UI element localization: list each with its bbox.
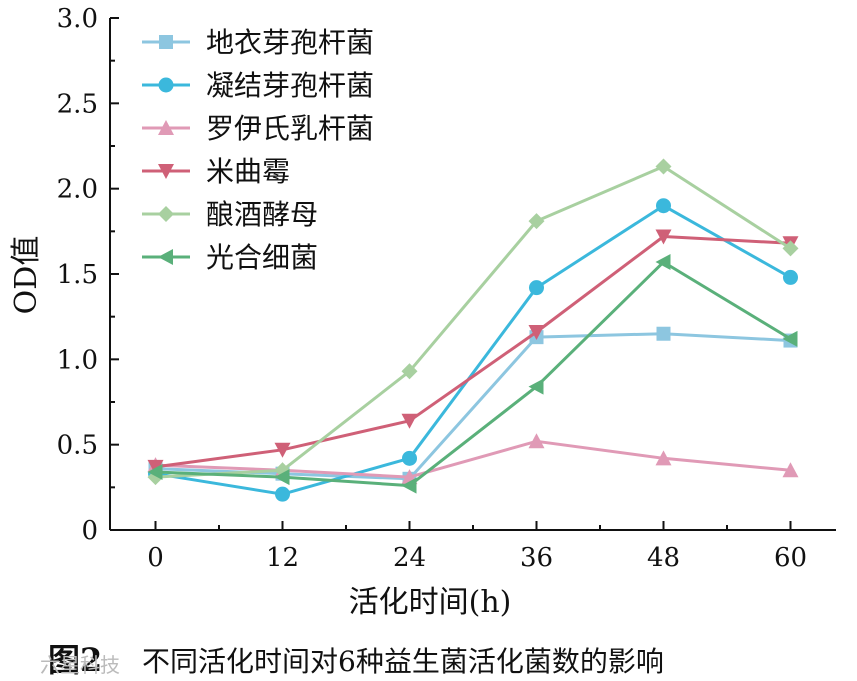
data-point xyxy=(401,363,418,380)
data-point xyxy=(275,486,291,502)
data-point xyxy=(655,254,671,271)
legend-label: 米曲霉 xyxy=(206,155,290,188)
y-axis-title: OD值 xyxy=(9,236,44,315)
data-point xyxy=(656,326,671,341)
series-line xyxy=(155,260,792,488)
data-point xyxy=(401,413,418,429)
plot-area xyxy=(147,158,799,502)
legend-item: 米曲霉 xyxy=(142,155,290,188)
series-line xyxy=(155,204,792,496)
x-tick-label: 60 xyxy=(774,543,807,573)
series-4 xyxy=(147,229,799,475)
data-point xyxy=(528,433,545,449)
data-point xyxy=(655,198,671,214)
data-point xyxy=(782,269,798,285)
data-point xyxy=(528,378,544,395)
y-tick-label: 1.5 xyxy=(57,260,98,290)
x-tick-label: 48 xyxy=(647,543,680,573)
data-point xyxy=(528,213,545,230)
data-point xyxy=(402,450,418,466)
legend-label: 凝结芽孢杆菌 xyxy=(206,69,374,102)
data-point xyxy=(147,459,164,475)
x-tick-label: 0 xyxy=(147,543,164,573)
watermark: 六星科技 xyxy=(40,653,120,677)
legend-swatch-marker xyxy=(158,120,174,135)
series-line xyxy=(155,165,792,479)
x-tick-label: 12 xyxy=(266,543,299,573)
series-line xyxy=(155,235,791,469)
legend-item: 地衣芽孢杆菌 xyxy=(142,26,374,59)
y-tick-label: 2.0 xyxy=(57,175,98,205)
legend-label: 光合细菌 xyxy=(206,241,318,274)
data-point xyxy=(782,462,799,478)
x-tick-label: 24 xyxy=(393,543,426,573)
legend-swatch-marker xyxy=(158,164,174,179)
x-axis-title: 活化时间(h) xyxy=(349,585,512,620)
series-6 xyxy=(147,254,798,494)
legend-item: 凝结芽孢杆菌 xyxy=(142,69,374,102)
data-point xyxy=(147,463,163,480)
data-point xyxy=(782,240,799,257)
figure-caption-text: 不同活化时间对6种益生菌活化菌数的影响 xyxy=(142,645,664,678)
y-tick-label: 1.0 xyxy=(57,345,98,375)
y-tick-label: 3.0 xyxy=(57,4,98,34)
y-tick-label: 0.5 xyxy=(57,431,98,461)
data-point xyxy=(401,477,417,494)
data-point xyxy=(655,229,672,245)
legend-label: 罗伊氏乳杆菌 xyxy=(206,112,374,145)
data-point xyxy=(782,330,798,347)
legend-swatch-marker xyxy=(159,35,173,49)
data-point xyxy=(528,325,545,341)
y-tick-label: 0 xyxy=(81,516,98,546)
legend-label: 地衣芽孢杆菌 xyxy=(206,26,374,59)
legend-swatch-marker xyxy=(158,249,173,265)
figure-caption-label: 图2 xyxy=(48,641,102,679)
legend-swatch-marker xyxy=(158,206,174,222)
data-point xyxy=(655,450,672,466)
legend-item: 酿酒酵母 xyxy=(142,198,318,231)
axes: 0 0.5 1.0 1.5 2.0 2.5 3.0 0 12 24 36 48 60 xyxy=(57,4,836,573)
legend-label: 酿酒酵母 xyxy=(206,198,318,231)
data-point xyxy=(274,469,290,486)
series-line xyxy=(155,332,791,481)
series-line xyxy=(155,439,791,479)
y-tick-label: 2.5 xyxy=(57,89,98,119)
legend-swatch-marker xyxy=(158,77,174,93)
data-point xyxy=(528,280,544,296)
data-point xyxy=(274,442,291,458)
data-point xyxy=(655,158,672,175)
x-tick-label: 36 xyxy=(520,543,553,573)
legend-item: 光合细菌 xyxy=(142,241,318,274)
legend-item: 罗伊氏乳杆菌 xyxy=(142,112,374,145)
